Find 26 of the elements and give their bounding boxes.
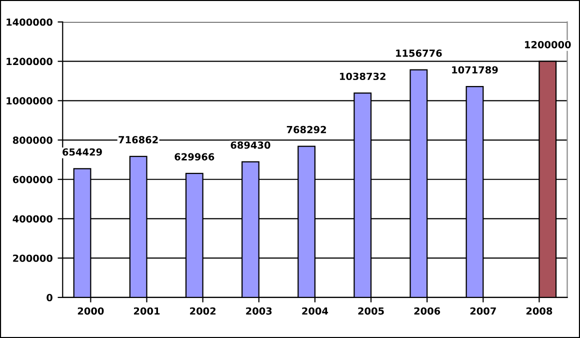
data-label: 1200000 [525, 40, 571, 48]
x-tick-label: 2007 [470, 307, 496, 315]
x-tick-label: 2000 [78, 307, 104, 315]
y-tick-label: 400000 [12, 215, 52, 223]
x-tick-label: 2006 [414, 307, 440, 315]
x-tick-label: 2001 [134, 307, 160, 315]
data-label: 629966 [174, 153, 214, 160]
data-label: 716862 [118, 136, 158, 144]
y-tick-label: 800000 [12, 136, 52, 144]
x-tick-label: 2005 [358, 307, 384, 315]
y-tick-label: 1400000 [6, 18, 52, 26]
x-tick-label: 2003 [246, 307, 272, 315]
x-tick-label: 2002 [190, 307, 216, 315]
data-label: 689430 [230, 141, 270, 149]
data-label: 1156776 [396, 49, 442, 57]
y-tick-label: 200000 [13, 254, 52, 262]
x-tick-label: 2004 [302, 307, 328, 315]
y-tick-label: 1200000 [6, 58, 52, 66]
y-tick-label: 0 [46, 294, 52, 302]
data-label: 1071789 [452, 66, 498, 74]
data-label: 1038732 [340, 72, 386, 80]
data-label: 768292 [286, 126, 326, 134]
data-label: 654429 [62, 148, 102, 156]
y-tick-label: 600000 [12, 176, 52, 184]
y-tick-label: 1000000 [6, 97, 52, 105]
x-tick-label: 2008 [526, 307, 552, 315]
